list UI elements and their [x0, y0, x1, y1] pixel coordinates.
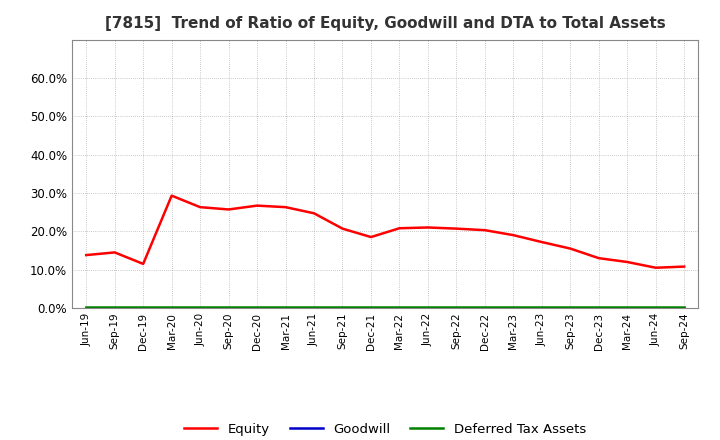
Equity — [452, 226, 461, 231]
Goodwill — [225, 305, 233, 311]
Goodwill — [282, 305, 290, 311]
Goodwill — [167, 305, 176, 311]
Goodwill — [595, 305, 603, 311]
Deferred Tax Assets — [282, 304, 290, 309]
Deferred Tax Assets — [196, 304, 204, 309]
Equity — [82, 253, 91, 258]
Goodwill — [395, 305, 404, 311]
Goodwill — [623, 305, 631, 311]
Goodwill — [509, 305, 518, 311]
Deferred Tax Assets — [225, 304, 233, 309]
Deferred Tax Assets — [167, 304, 176, 309]
Deferred Tax Assets — [110, 304, 119, 309]
Equity — [282, 205, 290, 210]
Deferred Tax Assets — [338, 304, 347, 309]
Equity — [566, 246, 575, 251]
Equity — [366, 235, 375, 240]
Deferred Tax Assets — [310, 304, 318, 309]
Deferred Tax Assets — [395, 304, 404, 309]
Equity — [196, 205, 204, 210]
Deferred Tax Assets — [366, 304, 375, 309]
Goodwill — [566, 305, 575, 311]
Goodwill — [139, 305, 148, 311]
Equity — [509, 232, 518, 238]
Equity — [680, 264, 688, 269]
Deferred Tax Assets — [509, 304, 518, 309]
Deferred Tax Assets — [423, 304, 432, 309]
Equity — [423, 225, 432, 230]
Deferred Tax Assets — [480, 304, 489, 309]
Equity — [395, 226, 404, 231]
Equity — [338, 226, 347, 231]
Goodwill — [680, 305, 688, 311]
Line: Equity: Equity — [86, 196, 684, 268]
Goodwill — [452, 305, 461, 311]
Equity — [595, 256, 603, 261]
Equity — [310, 211, 318, 216]
Goodwill — [423, 305, 432, 311]
Equity — [225, 207, 233, 212]
Deferred Tax Assets — [680, 304, 688, 309]
Title: [7815]  Trend of Ratio of Equity, Goodwill and DTA to Total Assets: [7815] Trend of Ratio of Equity, Goodwil… — [105, 16, 665, 32]
Goodwill — [82, 305, 91, 311]
Deferred Tax Assets — [82, 304, 91, 309]
Deferred Tax Assets — [566, 304, 575, 309]
Equity — [253, 203, 261, 208]
Deferred Tax Assets — [595, 304, 603, 309]
Deferred Tax Assets — [139, 304, 148, 309]
Goodwill — [652, 305, 660, 311]
Goodwill — [253, 305, 261, 311]
Deferred Tax Assets — [253, 304, 261, 309]
Deferred Tax Assets — [652, 304, 660, 309]
Goodwill — [366, 305, 375, 311]
Legend: Equity, Goodwill, Deferred Tax Assets: Equity, Goodwill, Deferred Tax Assets — [179, 418, 591, 440]
Goodwill — [480, 305, 489, 311]
Goodwill — [196, 305, 204, 311]
Goodwill — [110, 305, 119, 311]
Goodwill — [537, 305, 546, 311]
Equity — [652, 265, 660, 270]
Equity — [623, 259, 631, 264]
Goodwill — [310, 305, 318, 311]
Equity — [167, 193, 176, 198]
Equity — [139, 261, 148, 267]
Equity — [480, 227, 489, 233]
Equity — [537, 239, 546, 245]
Deferred Tax Assets — [537, 304, 546, 309]
Deferred Tax Assets — [452, 304, 461, 309]
Goodwill — [338, 305, 347, 311]
Deferred Tax Assets — [623, 304, 631, 309]
Equity — [110, 250, 119, 255]
